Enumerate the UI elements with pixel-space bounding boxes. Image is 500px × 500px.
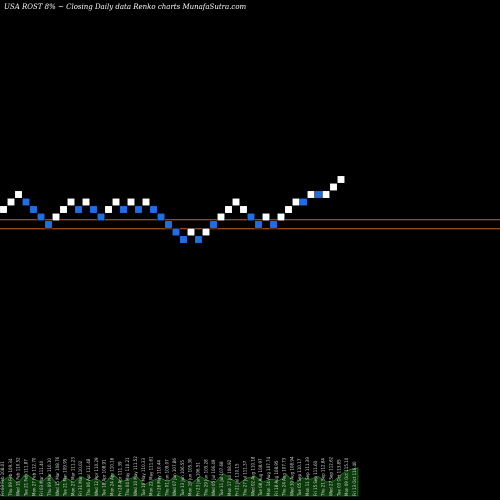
date-price-tick-label: Mon 24 Apr 110.16 (110, 457, 115, 496)
date-price-tick-label: Fri 21 Jul 110.15 (235, 463, 240, 496)
date-price-tick-label: Tue 03 Oct 113.85 (336, 459, 341, 497)
renko-brick-up (306, 190, 316, 199)
tick-labels: Fri 03 Feb 108.01 Thu 09 Feb 109.34 Wed 15… (0, 456, 357, 497)
renko-brick-down (171, 227, 181, 237)
renko-brick-down (44, 220, 53, 229)
renko-brick-down (134, 205, 143, 214)
renko-brick-up (231, 197, 241, 207)
date-price-tick-label: Wed 30 Aug 108.94 (289, 456, 294, 496)
date-price-tick-label: Thu 21 Sep 112.84 (321, 458, 326, 497)
renko-brick-up (261, 212, 271, 222)
date-price-tick-label: Thu 06 Apr 111.48 (86, 458, 91, 497)
renko-brick-up (329, 182, 338, 192)
renko-brick-up (126, 197, 136, 207)
renko-brick-up (111, 197, 121, 207)
renko-brick-up (239, 205, 248, 214)
renko-brick-up (321, 190, 331, 199)
date-price-tick-label: Fri 26 May 110.44 (156, 460, 161, 496)
renko-brick-up (104, 205, 113, 214)
renko-brick-up (186, 227, 196, 237)
renko-brick-up (6, 197, 16, 207)
renko-brick-up (224, 205, 233, 214)
date-price-tick-label: Mon 27 Mar 111.23 (70, 457, 75, 496)
date-price-tick-label: Tue 05 Sep 110.17 (297, 458, 302, 497)
chart-title: USA ROST 8% ~ Closing Daily data Renko c… (4, 3, 247, 11)
renko-brick-down (96, 212, 106, 222)
date-price-tick-label: Fri 28 Apr 111.39 (117, 461, 122, 496)
renko-brick-down (36, 212, 46, 222)
renko-brick-down (149, 205, 158, 214)
date-price-tick-label: Fri 03 Mar 111.40 (39, 460, 44, 496)
renko-brick-down (194, 235, 203, 244)
date-price-tick-label: Wed 27 Sep 112.62 (329, 456, 334, 496)
renko-brick-up (66, 197, 76, 207)
renko-brick-up (141, 197, 151, 207)
date-price-tick-label: Wed 02 Aug 110.18 (250, 456, 255, 496)
renko-brick-down (254, 220, 263, 229)
volume-series (1, 467, 359, 497)
date-price-tick-label: Wed 15 Feb 110.52 (16, 457, 21, 496)
date-price-tick-label: Mon 27 Feb 112.70 (31, 457, 36, 496)
renko-brick-up (201, 227, 211, 237)
renko-brick-down (29, 205, 38, 214)
renko-brick-down (209, 220, 218, 229)
date-price-tick-label: Thu 24 Aug 107.73 (282, 457, 287, 497)
date-price-tick-label: Wed 07 Jun 107.86 (172, 458, 177, 496)
renko-brick-down (314, 190, 323, 199)
date-price-tick-label: Mon 17 Jul 108.92 (227, 459, 232, 496)
date-price-tick-label: Fri 31 Mar 110.02 (78, 460, 83, 496)
date-price-tick-label: Fri 18 Aug 108.95 (274, 460, 279, 496)
date-price-tick-label: Wed 12 Apr 110.29 (94, 457, 99, 496)
renko-brick-down (156, 212, 166, 222)
renko-brick-up (81, 197, 91, 207)
date-price-tick-label: Mon 11 Sep 111.39 (305, 457, 310, 496)
renko-brick-up (336, 175, 346, 184)
date-price-tick-label: Fri 23 Jun 106.51 (196, 462, 201, 496)
renko-bricks (0, 175, 346, 244)
renko-brick-down (89, 205, 98, 214)
date-price-tick-label: Mon 19 Jun 105.30 (188, 458, 193, 496)
renko-brick-up (0, 205, 8, 214)
date-price-tick-label: Mon 22 May 111.61 (149, 456, 154, 496)
date-price-tick-label: Thu 09 Feb 109.34 (8, 458, 13, 497)
renko-brick-down (179, 235, 188, 244)
date-price-tick-label: Tue 18 Apr 108.91 (102, 459, 107, 497)
date-price-tick-label: Tue 08 Aug 108.97 (258, 458, 263, 497)
renko-brick-down (299, 197, 308, 207)
date-price-tick-label: Tue 21 Mar 109.95 (63, 458, 68, 497)
renko-brick-down (74, 205, 83, 214)
date-price-tick-label: Tue 11 Jul 107.68 (219, 461, 224, 497)
renko-brick-down (246, 212, 256, 222)
date-price-tick-label: Thu 27 Jul 111.37 (243, 460, 248, 497)
date-price-tick-label: Mon 09 Oct 115.10 (344, 457, 349, 496)
date-price-tick-label: Thu 09 Mar 110.10 (47, 458, 52, 497)
renko-brick-down (21, 197, 31, 207)
date-price-tick-label: Tue 13 Jun 106.55 (180, 460, 185, 497)
volume-area (1, 467, 359, 497)
renko-brick-up (51, 212, 61, 222)
date-price-tick-label: Wed 05 Jul 106.49 (211, 459, 216, 496)
date-price-tick-label: Wed 10 May 111.52 (133, 456, 138, 496)
date-price-tick-label: Tue 16 May 110.33 (141, 458, 146, 497)
renko-brick-down (269, 220, 278, 229)
date-price-tick-label: Wed 15 Mar 108.76 (55, 456, 60, 496)
renko-brick-down (164, 220, 173, 229)
renko-brick-up (14, 190, 23, 199)
date-price-tick-label: Fri 15 Sep 111.60 (313, 460, 318, 496)
date-price-tick-label: Fri 03 Feb 108.01 (0, 461, 5, 496)
renko-brick-up (276, 212, 286, 222)
date-price-tick-label: Thu 04 May 110.21 (125, 457, 130, 497)
date-price-tick-label: Mon 14 Aug 107.74 (266, 456, 271, 496)
renko-brick-down (119, 205, 128, 214)
renko-brick-up (284, 205, 293, 214)
renko-brick-up (216, 212, 226, 222)
renko-brick-up (59, 205, 68, 214)
date-price-tick-label: Tue 21 Feb 111.87 (24, 459, 29, 497)
date-price-tick-label: Thu 29 Jun 105.28 (203, 459, 208, 497)
date-price-tick-label: Thu 01 Jun 109.07 (164, 459, 169, 497)
date-price-tick-label: Fri 13 Oct 116.40 (352, 461, 357, 496)
renko-brick-up (291, 197, 301, 207)
